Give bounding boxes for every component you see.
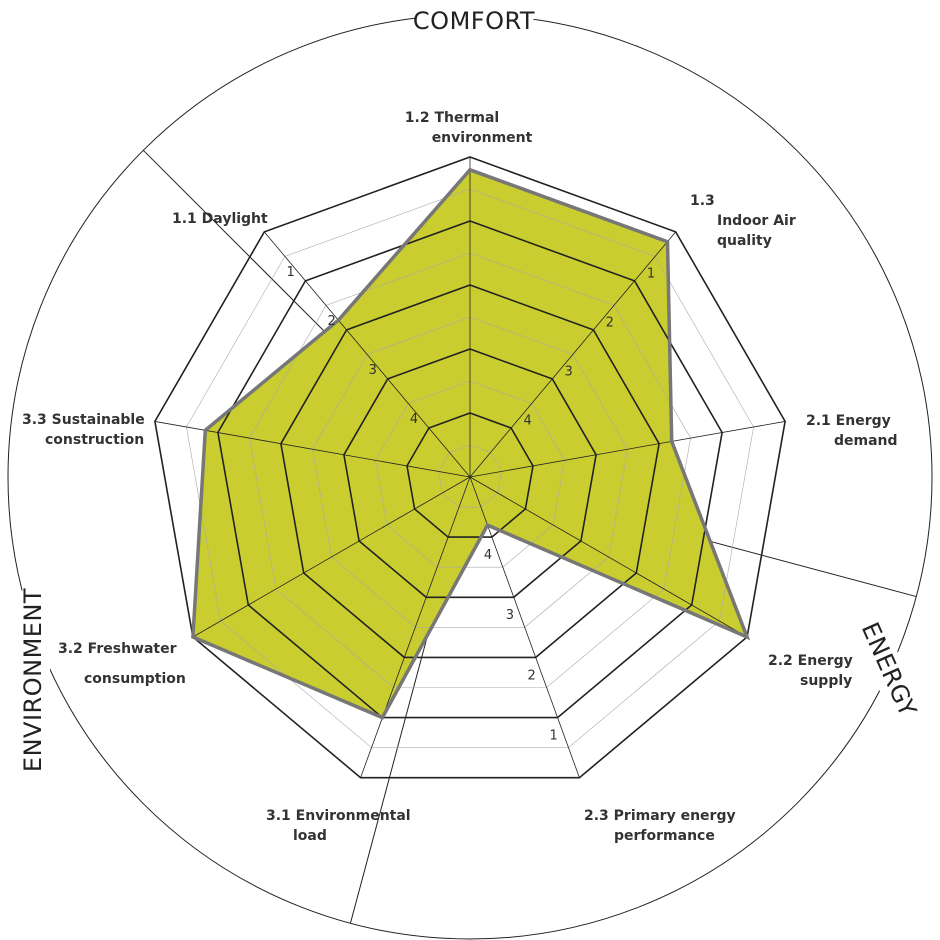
grid-ring-major <box>217 220 723 719</box>
axis-label-2-3: 2.3 Primary energy performance <box>584 808 736 844</box>
spoke-3.2 <box>192 476 471 638</box>
tick-label: 3 <box>369 363 377 378</box>
grid-ring-minor <box>438 444 502 508</box>
spoke-1.3 <box>469 231 676 478</box>
tick-label: 1 <box>647 266 655 281</box>
tick-label: 3 <box>506 608 514 623</box>
tick-label: 1 <box>286 265 294 280</box>
grid-ring-major <box>343 348 597 599</box>
axis-label-3-2: 3.2 Freshwater consumption <box>58 641 186 687</box>
axis-label-1-1: 1.1 Daylight <box>172 211 268 227</box>
grid-ring-minor <box>312 316 628 628</box>
axis-label-3-1: 3.1 Environmental load <box>266 808 411 844</box>
tick-label: 4 <box>484 548 492 563</box>
group-label-bg <box>18 590 50 770</box>
group-label-comfort: COMFORT <box>413 7 535 35</box>
group-label-bg <box>852 615 924 725</box>
grid-ring-major <box>280 284 660 659</box>
tick-label: 3 <box>565 364 573 379</box>
axis-label-2-2: 2.2 Energy supply <box>768 653 853 689</box>
group-label-environment: ENVIRONMENT <box>19 588 47 772</box>
spoke-1.1 <box>264 231 471 478</box>
spoke-3.1 <box>360 476 471 778</box>
tick-label: 4 <box>410 412 418 427</box>
axis-label-1-2: 1.2 Thermal environment <box>405 110 533 146</box>
axis-label-3-3: 3.3 Sustainable construction <box>22 412 145 448</box>
tick-label: 2 <box>606 315 614 330</box>
axis-label-2-1: 2.1 Energy demand <box>806 413 898 449</box>
grid-ring-major <box>406 412 534 538</box>
data-outline <box>191 167 751 720</box>
group-label-bg <box>414 6 534 38</box>
grid-ring-outer <box>154 156 786 779</box>
axis-label-1-3: 1.3Indoor Air quality <box>690 193 796 249</box>
spoke-2.1 <box>469 421 786 478</box>
grid-ring-minor <box>186 188 754 748</box>
tick-label: 2 <box>528 668 536 683</box>
tick-label: 1 <box>549 729 557 744</box>
tick-label: 2 <box>328 314 336 329</box>
grid-ring-minor <box>249 252 691 688</box>
grid-ring-minor <box>375 380 565 568</box>
spoke-2.2 <box>469 476 748 638</box>
tick-label: 4 <box>523 413 531 428</box>
